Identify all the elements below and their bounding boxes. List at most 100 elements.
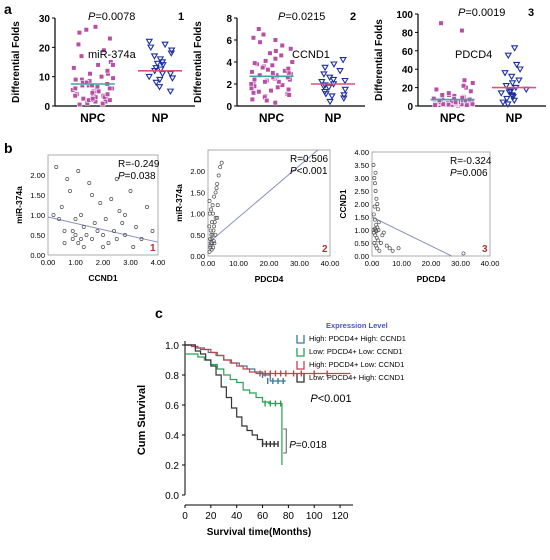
legend-title: Expression Level [326, 321, 388, 330]
y-tick-label: 30 [39, 14, 51, 25]
npc-point [95, 62, 101, 68]
x-tick-label: 4.00 [151, 258, 166, 267]
npc-point [264, 97, 270, 104]
plot-frame [47, 154, 159, 256]
x-tick-label: 10.00 [229, 259, 248, 268]
npc-point [459, 27, 465, 34]
npc-point [257, 39, 263, 45]
y-tick-label: 0.00 [190, 252, 205, 261]
npc-point [89, 90, 96, 96]
scatter-point [120, 221, 125, 225]
npc-point [439, 92, 445, 98]
correlation-b3: 0.00 10.00 20.00 30.00 40.00 0.00 0.50 1.00 1.50… [338, 148, 499, 284]
x-tick-label: 40.00 [321, 259, 340, 268]
legend-swatch [296, 335, 305, 344]
np-point [167, 47, 176, 54]
scatter-point [76, 241, 81, 245]
p-value: P=0.006 [450, 168, 488, 179]
scatter-point [209, 247, 214, 252]
scatter-point [214, 186, 219, 191]
npc-point [83, 27, 89, 33]
scatter-point [218, 165, 223, 169]
scatter-point [384, 243, 389, 248]
p-value: P=0.0078 [88, 11, 135, 23]
x-axis-label: PDCD4 [255, 274, 284, 284]
npc-point [468, 88, 474, 94]
y-axis-label: miR-374a [174, 184, 184, 222]
npc-point [469, 101, 476, 107]
npc-point [251, 77, 258, 83]
npc-point [275, 84, 281, 90]
r-value: R=-0.249 [118, 159, 160, 170]
npc-point [289, 59, 295, 65]
np-point [501, 70, 509, 77]
scatter-point [145, 205, 149, 209]
y-tick-label: 3.50 [354, 161, 369, 170]
scatter-point [73, 233, 78, 237]
np-point [150, 53, 159, 60]
panel-number: 3 [528, 7, 534, 19]
npc-point [107, 35, 113, 42]
np-point [506, 88, 515, 95]
npc-point [80, 96, 86, 102]
scatter-point [373, 170, 378, 175]
correlation-b2: 0.00 10.00 20.00 30.00 40.00 0.00 0.50 1.00 1.50… [174, 149, 340, 284]
npc-point [272, 100, 278, 106]
scatter-point [81, 225, 86, 229]
p-value: P=0.0215 [278, 11, 325, 23]
np-point [161, 41, 169, 49]
npc-point [452, 99, 459, 105]
scatter-point [76, 169, 81, 173]
scatter-point [123, 233, 127, 237]
y-tick-label: 4.00 [354, 148, 369, 157]
np-point [157, 66, 165, 74]
y-tick-label: 0.50 [354, 239, 369, 248]
scatter-point [207, 249, 212, 254]
scatter-point [219, 160, 224, 165]
np-point [326, 98, 334, 106]
npc-point [464, 102, 470, 108]
survival-curve [185, 344, 351, 375]
legend-swatch [296, 361, 305, 370]
y-tick-label: 0.00 [354, 252, 369, 261]
scatter-point [114, 237, 119, 241]
scatter-point [139, 237, 144, 241]
npc-point [96, 88, 102, 94]
np-point [155, 84, 164, 91]
npc-point [71, 65, 77, 71]
y-tick-label: 2.00 [30, 171, 45, 180]
y-tick-label: 1.00 [354, 226, 369, 235]
scatter-point [101, 245, 105, 249]
npc-point [272, 37, 278, 43]
npc-point [433, 86, 439, 93]
y-tick-label: 80 [402, 28, 414, 39]
gene-label: PDCD4 [455, 49, 492, 61]
npc-point [110, 75, 116, 81]
np-point [503, 95, 511, 103]
x-category-label: NP [325, 111, 342, 125]
npc-point [470, 80, 476, 86]
scatter-point [211, 239, 216, 244]
np-point [325, 84, 333, 91]
scatter-point [207, 224, 212, 229]
np-point [145, 73, 153, 81]
legend-entry: High: PDCD4+ Low: CCND1 [309, 360, 404, 369]
np-point [507, 73, 516, 81]
scatter-point [70, 229, 75, 233]
npc-point [76, 30, 83, 36]
np-point [502, 83, 511, 90]
npc-point [75, 41, 82, 47]
x-tick-label: 20.00 [260, 259, 279, 268]
npc-point [445, 102, 452, 108]
np-point [153, 60, 162, 68]
npc-point [461, 83, 467, 89]
x-tick-label: 0.00 [201, 259, 216, 268]
y-axis-label: Differential Folds [374, 19, 385, 101]
scatter-point [84, 233, 89, 237]
legend-entry: High: PDCD4+ High: CCND1 [309, 334, 406, 343]
np-point [152, 79, 160, 87]
y-tick-label: 60 [402, 47, 414, 58]
y-tick-label: 0.8 [165, 371, 179, 382]
scatter-point [65, 177, 70, 181]
np-point [167, 50, 176, 57]
